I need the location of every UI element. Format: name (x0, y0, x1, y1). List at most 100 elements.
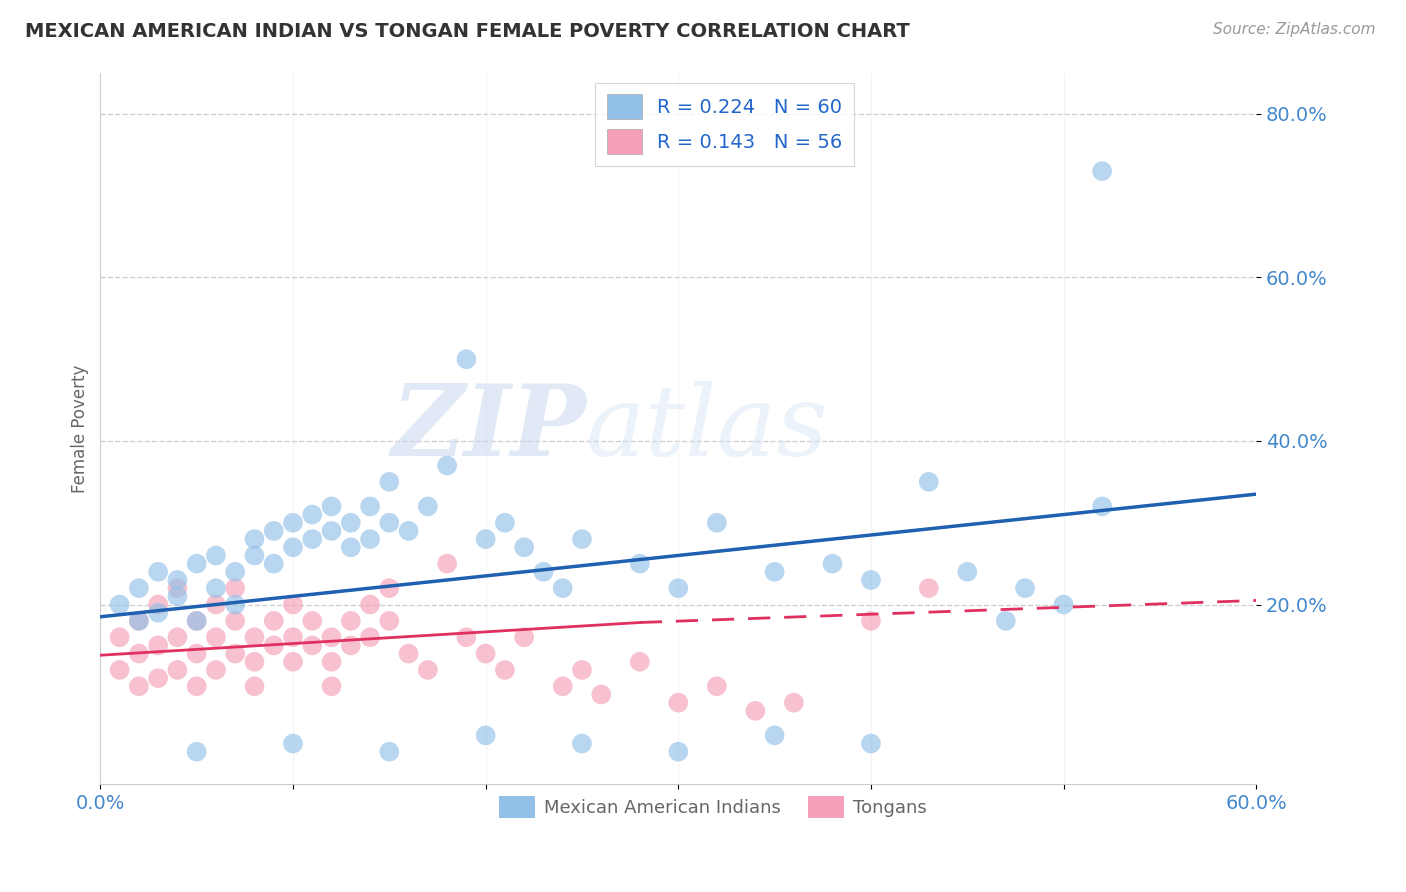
Point (301, 508, 323, 522)
Point (666, 745, 689, 759)
Point (146, 639, 169, 653)
Point (956, 565, 979, 579)
Point (533, 565, 555, 579)
Point (205, 549, 228, 563)
Text: ZIP: ZIP (391, 381, 586, 477)
Point (591, 688, 613, 702)
Point (494, 663, 516, 677)
Point (763, 728, 786, 742)
Point (456, 352, 478, 367)
Legend: Mexican American Indians, Tongans: Mexican American Indians, Tongans (492, 789, 934, 825)
Point (186, 679, 208, 693)
Point (359, 630, 381, 644)
Point (128, 647, 150, 661)
Point (1052, 598, 1074, 612)
Point (243, 679, 266, 693)
Point (186, 557, 208, 571)
Point (474, 647, 496, 661)
Point (243, 532, 266, 546)
Point (166, 590, 188, 604)
Point (494, 516, 516, 530)
Text: atlas: atlas (586, 381, 828, 476)
Point (513, 630, 536, 644)
Point (666, 696, 689, 710)
Point (263, 557, 285, 571)
Point (859, 737, 882, 751)
Point (224, 598, 246, 612)
Point (1091, 164, 1114, 178)
Point (128, 614, 150, 628)
Point (436, 557, 458, 571)
Point (281, 655, 304, 669)
Point (359, 500, 381, 514)
Point (281, 598, 304, 612)
Point (666, 581, 689, 595)
Point (994, 614, 1017, 628)
Point (224, 581, 246, 595)
Point (859, 573, 882, 587)
Y-axis label: Female Poverty: Female Poverty (72, 365, 89, 493)
Point (378, 581, 401, 595)
Point (321, 500, 343, 514)
Point (551, 679, 574, 693)
Point (1091, 500, 1114, 514)
Point (301, 639, 323, 653)
Point (378, 475, 401, 489)
Point (128, 679, 150, 693)
Point (166, 573, 188, 587)
Point (128, 581, 150, 595)
Point (108, 598, 131, 612)
Point (281, 541, 304, 555)
Point (359, 598, 381, 612)
Point (205, 663, 228, 677)
Point (281, 737, 304, 751)
Point (146, 671, 169, 685)
Point (436, 458, 458, 473)
Point (321, 630, 343, 644)
Point (513, 541, 536, 555)
Point (321, 524, 343, 538)
Text: Source: ZipAtlas.com: Source: ZipAtlas.com (1212, 22, 1375, 37)
Point (628, 655, 651, 669)
Point (474, 532, 496, 546)
Point (263, 614, 285, 628)
Point (571, 737, 593, 751)
Point (281, 630, 304, 644)
Point (166, 581, 188, 595)
Point (321, 679, 343, 693)
Point (281, 516, 304, 530)
Point (340, 639, 363, 653)
Point (340, 541, 363, 555)
Point (706, 516, 728, 530)
Point (378, 745, 401, 759)
Point (205, 581, 228, 595)
Point (243, 549, 266, 563)
Point (263, 524, 285, 538)
Point (108, 663, 131, 677)
Point (263, 639, 285, 653)
Point (416, 663, 439, 677)
Point (551, 581, 574, 595)
Point (859, 614, 882, 628)
Point (398, 647, 420, 661)
Point (359, 532, 381, 546)
Point (456, 630, 478, 644)
Point (146, 606, 169, 620)
Text: MEXICAN AMERICAN INDIAN VS TONGAN FEMALE POVERTY CORRELATION CHART: MEXICAN AMERICAN INDIAN VS TONGAN FEMALE… (25, 22, 910, 41)
Point (706, 679, 728, 693)
Point (763, 565, 786, 579)
Point (243, 630, 266, 644)
Point (146, 598, 169, 612)
Point (416, 500, 439, 514)
Point (224, 565, 246, 579)
Point (205, 630, 228, 644)
Point (398, 524, 420, 538)
Point (224, 647, 246, 661)
Point (224, 614, 246, 628)
Point (744, 704, 766, 718)
Point (108, 630, 131, 644)
Point (301, 532, 323, 546)
Point (321, 655, 343, 669)
Point (918, 581, 941, 595)
Point (243, 655, 266, 669)
